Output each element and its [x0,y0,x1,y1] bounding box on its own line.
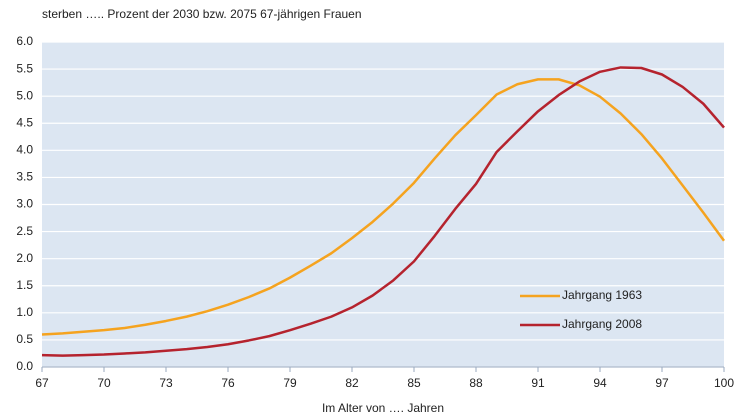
y-tick-label: 3.0 [16,197,33,211]
chart-title: sterben ….. Prozent der 2030 bzw. 2075 6… [42,7,362,21]
y-tick-label: 3.5 [16,170,33,184]
x-axis-label: Im Alter von …. Jahren [322,401,444,415]
x-tick-label: 76 [221,376,235,390]
y-tick-label: 1.5 [16,278,33,292]
x-tick-label: 73 [159,376,173,390]
x-tick-label: 79 [283,376,297,390]
legend-label: Jahrgang 2008 [562,317,642,331]
y-tick-label: 4.0 [16,143,33,157]
x-tick-label: 94 [593,376,607,390]
x-tick-label: 97 [655,376,669,390]
x-tick-label: 67 [35,376,49,390]
x-tick-label: 88 [469,376,483,390]
y-tick-label: 1.0 [16,305,33,319]
y-tick-label: 6.0 [16,34,33,48]
data-line [41,78,726,336]
data-line [41,66,725,357]
y-tick-label: 2.5 [16,224,33,238]
x-tick-label: 70 [97,376,111,390]
y-tick-label: 4.5 [16,115,33,129]
y-tick-label: 2.0 [16,251,33,265]
y-tick-label: 0.0 [16,359,33,373]
x-tick-label: 82 [345,376,359,390]
y-tick-label: 5.0 [16,88,33,102]
legend-label: Jahrgang 1963 [562,288,642,302]
y-tick-label: 0.5 [16,332,33,346]
x-tick-label: 91 [531,376,545,390]
x-tick-label: 85 [407,376,421,390]
x-tick-label: 100 [714,376,734,390]
y-tick-label: 5.5 [16,61,33,75]
